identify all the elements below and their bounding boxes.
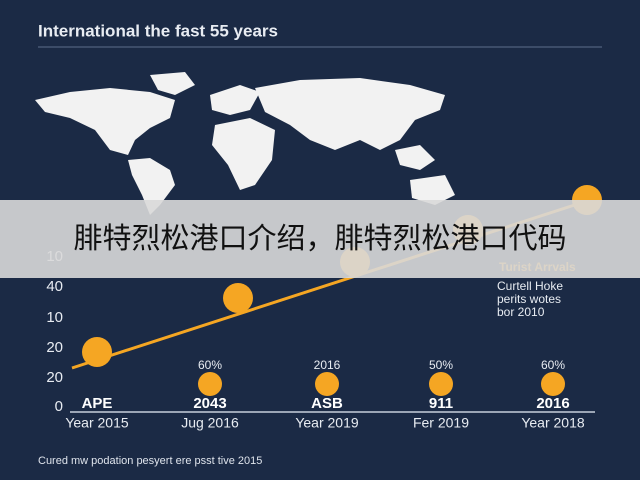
marker-label: APE (82, 395, 113, 412)
banner-text: 腓特烈松港口介绍，腓特烈松港口代码 (73, 221, 566, 255)
stat-dot (541, 372, 565, 396)
x-label: Year 2018 (521, 415, 585, 431)
y-label: 20 (46, 369, 63, 386)
title: International the fast 55 years (38, 21, 278, 40)
overlay-banner (0, 200, 640, 278)
x-label: Year 2015 (65, 415, 129, 431)
marker-top: 60% (541, 358, 565, 372)
trend-point (82, 337, 112, 367)
legend-line: Curtell Hoke (497, 279, 563, 293)
y-label: 20 (46, 339, 63, 356)
y-label: 10 (46, 309, 63, 326)
trend-point (223, 283, 253, 313)
legend-line: bor 2010 (497, 305, 545, 319)
x-label: Fer 2019 (413, 415, 469, 431)
x-label: Jug 2016 (181, 415, 239, 431)
stat-dot (315, 372, 339, 396)
marker-top: 60% (198, 358, 222, 372)
marker-top: 50% (429, 358, 453, 372)
legend-line: perits wotes (497, 292, 561, 306)
footnote: Cured mw podation pesyert ere psst tive … (38, 455, 262, 467)
y-label: 0 (55, 398, 63, 415)
stat-dot (198, 372, 222, 396)
x-label: Year 2019 (295, 415, 359, 431)
world-map (35, 72, 455, 215)
marker-label: 911 (429, 395, 453, 412)
marker-label: 2016 (536, 395, 569, 412)
stat-dot (429, 372, 453, 396)
marker-label: ASB (311, 395, 343, 412)
marker-label: 2043 (193, 395, 226, 412)
y-label: 40 (46, 278, 63, 295)
marker-top: 2016 (314, 358, 341, 372)
